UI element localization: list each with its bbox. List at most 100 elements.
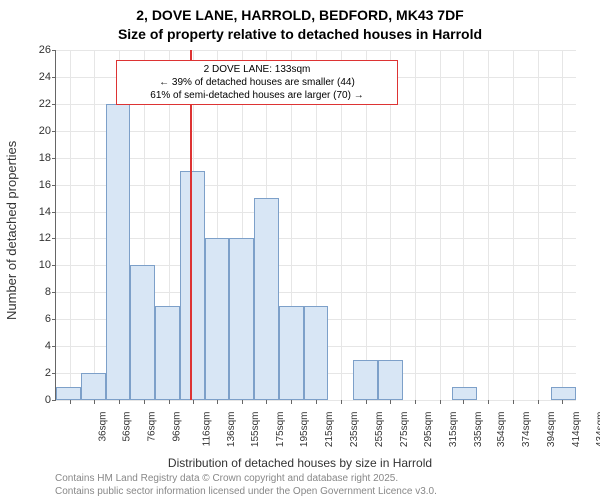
ytick-mark — [52, 238, 56, 239]
annotation-line3: 61% of semi-detached houses are larger (… — [123, 89, 391, 102]
histogram-bar — [452, 387, 477, 400]
chart-container: 2, DOVE LANE, HARROLD, BEDFORD, MK43 7DF… — [0, 0, 600, 500]
ytick-mark — [52, 400, 56, 401]
annotation-line2: ← 39% of detached houses are smaller (44… — [123, 76, 391, 89]
ytick-label: 10 — [39, 259, 51, 271]
ytick-label: 18 — [39, 152, 51, 164]
credits-line1: Contains HM Land Registry data © Crown c… — [55, 473, 437, 486]
xtick-label: 116sqm — [201, 412, 212, 447]
ytick-mark — [52, 346, 56, 347]
ytick-label: 2 — [45, 367, 51, 379]
xtick-mark — [169, 400, 170, 404]
xtick-mark — [144, 400, 145, 404]
xtick-mark — [316, 400, 317, 404]
gridline-v — [488, 50, 489, 400]
xtick-mark — [242, 400, 243, 404]
ytick-label: 14 — [39, 206, 51, 218]
ytick-label: 24 — [39, 71, 51, 83]
histogram-bar — [304, 306, 329, 400]
gridline-v — [94, 50, 95, 400]
xtick-mark — [217, 400, 218, 404]
histogram-bar — [279, 306, 304, 400]
histogram-bar — [254, 198, 279, 400]
xtick-mark — [390, 400, 391, 404]
xtick-label: 76sqm — [147, 412, 158, 442]
ytick-mark — [52, 104, 56, 105]
xtick-label: 96sqm — [171, 412, 182, 442]
ytick-mark — [52, 131, 56, 132]
ytick-label: 26 — [39, 44, 51, 56]
histogram-bar — [205, 238, 230, 400]
xtick-label: 255sqm — [374, 412, 385, 448]
ytick-label: 6 — [45, 313, 51, 325]
ytick-mark — [52, 158, 56, 159]
ytick-mark — [52, 292, 56, 293]
xtick-mark — [193, 400, 194, 404]
ytick-mark — [52, 373, 56, 374]
ytick-label: 22 — [39, 98, 51, 110]
ytick-label: 0 — [45, 394, 51, 406]
xtick-mark — [488, 400, 489, 404]
histogram-bar — [378, 360, 403, 400]
xtick-label: 374sqm — [521, 412, 532, 448]
xtick-mark — [513, 400, 514, 404]
histogram-bar — [229, 238, 254, 400]
plot-area: 2 DOVE LANE: 133sqm ← 39% of detached ho… — [55, 50, 576, 401]
annotation-box: 2 DOVE LANE: 133sqm ← 39% of detached ho… — [116, 60, 398, 105]
ytick-mark — [52, 50, 56, 51]
histogram-bar — [180, 171, 205, 400]
xtick-label: 195sqm — [300, 412, 311, 448]
histogram-bar — [551, 387, 576, 400]
xtick-mark — [119, 400, 120, 404]
histogram-bar — [155, 306, 180, 400]
ytick-label: 16 — [39, 179, 51, 191]
xtick-label: 434sqm — [595, 412, 600, 448]
histogram-bar — [130, 265, 155, 400]
credits: Contains HM Land Registry data © Crown c… — [55, 473, 437, 498]
xtick-label: 354sqm — [496, 412, 507, 448]
xtick-label: 275sqm — [399, 412, 410, 448]
xtick-label: 155sqm — [250, 412, 261, 448]
xtick-label: 235sqm — [349, 412, 360, 448]
xtick-label: 215sqm — [324, 412, 335, 448]
ytick-label: 12 — [39, 232, 51, 244]
xtick-mark — [341, 400, 342, 404]
ytick-mark — [52, 77, 56, 78]
ytick-label: 4 — [45, 340, 51, 352]
xtick-mark — [562, 400, 563, 404]
ytick-mark — [52, 212, 56, 213]
annotation-line1: 2 DOVE LANE: 133sqm — [123, 63, 391, 76]
gridline-v — [70, 50, 71, 400]
y-axis-ticks: 02468101214161820222426 — [0, 50, 55, 400]
gridline-v — [440, 50, 441, 400]
xtick-mark — [291, 400, 292, 404]
xtick-mark — [440, 400, 441, 404]
ytick-mark — [52, 265, 56, 266]
ytick-label: 8 — [45, 286, 51, 298]
credits-line2: Contains public sector information licen… — [55, 486, 437, 499]
histogram-bar — [81, 373, 106, 400]
xtick-label: 335sqm — [473, 412, 484, 448]
xtick-label: 175sqm — [275, 412, 286, 448]
gridline-v — [463, 50, 464, 400]
chart-title: 2, DOVE LANE, HARROLD, BEDFORD, MK43 7DF… — [0, 0, 600, 44]
xtick-mark — [366, 400, 367, 404]
title-line2: Size of property relative to detached ho… — [0, 25, 600, 44]
xtick-mark — [463, 400, 464, 404]
ytick-mark — [52, 319, 56, 320]
xtick-label: 36sqm — [97, 412, 108, 442]
histogram-bar — [56, 387, 81, 400]
ytick-label: 20 — [39, 125, 51, 137]
histogram-bar — [106, 104, 131, 400]
title-line1: 2, DOVE LANE, HARROLD, BEDFORD, MK43 7DF — [0, 6, 600, 25]
xtick-label: 414sqm — [571, 412, 582, 448]
ytick-mark — [52, 185, 56, 186]
gridline-v — [562, 50, 563, 400]
xtick-mark — [70, 400, 71, 404]
xtick-mark — [415, 400, 416, 404]
xtick-mark — [94, 400, 95, 404]
xtick-mark — [266, 400, 267, 404]
gridline-v — [538, 50, 539, 400]
xtick-mark — [538, 400, 539, 404]
xtick-label: 394sqm — [546, 412, 557, 448]
